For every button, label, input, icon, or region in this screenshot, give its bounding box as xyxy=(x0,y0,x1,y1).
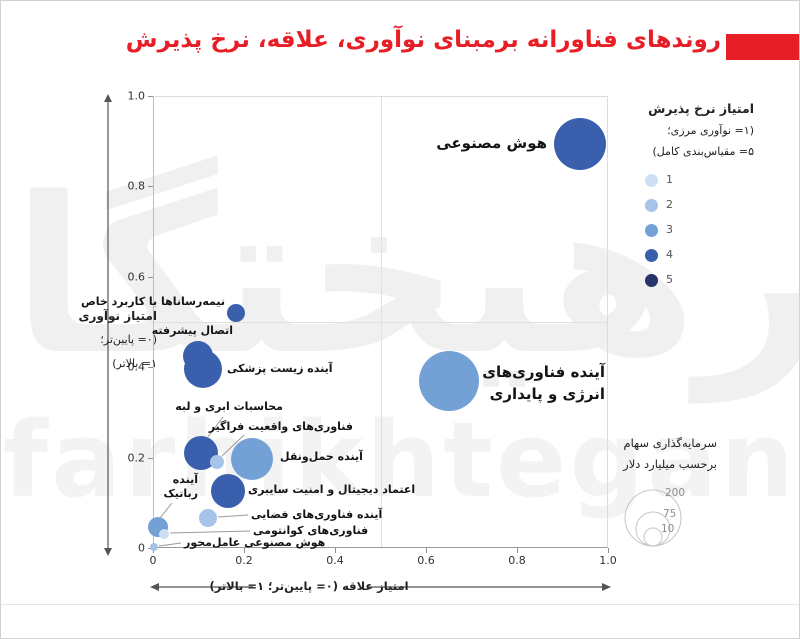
bubble-label-digital-trust-cybersecurity: اعتماد دیجیتال و امنیت سایبری xyxy=(248,483,416,496)
bubble-label-immersive-reality-technologies: فناوری‌های واقعیت فراگیر xyxy=(208,420,353,433)
title-accent-block xyxy=(726,34,799,60)
x-tick-mark xyxy=(244,548,245,553)
adoption-level-value: 2 xyxy=(666,198,673,211)
bubble-future-of-bioengineering xyxy=(184,350,223,388)
bubble-label-future-of-mobility: آینده حمل‌ونقل xyxy=(280,450,363,463)
y-tick-label: 0.6 xyxy=(127,270,146,284)
adoption-level-value: 5 xyxy=(666,273,673,286)
x-tick-mark xyxy=(426,548,427,553)
y-axis-title: امتیاز نوآوری (۰= پایین‌تر؛ ۱= بالاتر) xyxy=(79,304,157,376)
size-legend-value: 10 xyxy=(661,523,675,535)
x-tick-label: 0.8 xyxy=(508,554,526,567)
y-tick-label: 0.8 xyxy=(127,179,146,193)
adoption-level-dot xyxy=(645,199,658,212)
adoption-legend-heading: امتیاز نرخ پذیرش xyxy=(648,101,754,116)
size-legend-circle xyxy=(643,527,663,547)
x-tick-label: 0.2 xyxy=(235,554,253,567)
bubble-future-of-space-technologies xyxy=(199,509,218,528)
y-axis-arrowhead-down xyxy=(104,548,112,556)
bubble-future-of-mobility xyxy=(231,437,274,480)
bubble-agentic-artificial-intelligence xyxy=(149,543,158,552)
size-legend-title-line: برحسب میلیارد دلار xyxy=(623,457,717,471)
bubble-label-future-of-robotics: آینده رباتیک xyxy=(163,473,198,500)
y-tick-mark xyxy=(148,276,153,278)
y-axis-title-line: (۰= پایین‌تر؛ xyxy=(100,333,157,346)
x-tick-mark xyxy=(608,548,609,553)
y-tick-label: 0 xyxy=(138,541,145,555)
adoption-legend-row: 5 xyxy=(645,272,695,292)
bubble-label-cloud-edge-computing: محاسبات ابری و لبه xyxy=(175,400,283,413)
y-tick-mark xyxy=(148,186,153,188)
bubble-quantum-technologies xyxy=(158,528,169,539)
bubble-digital-trust-cybersecurity xyxy=(211,474,246,509)
y-tick-mark xyxy=(148,457,153,459)
adoption-legend-row: 3 xyxy=(645,222,695,242)
bubble-artificial-intelligence xyxy=(553,117,606,170)
quadrant-horizontal-line xyxy=(154,322,607,323)
y-tick-label: 0.2 xyxy=(127,451,146,465)
y-tick-label: 0.4 xyxy=(127,360,146,374)
size-legend-title-line: سرمایه‌گذاری سهام xyxy=(623,436,718,450)
x-tick-mark xyxy=(335,548,336,553)
adoption-legend-row: 2 xyxy=(645,197,695,217)
size-legend-value: 75 xyxy=(663,508,677,520)
size-legend-value: 200 xyxy=(665,487,686,499)
bubble-label-special-purpose-semiconductors: نیمه‌رساناها با کاربرد خاص xyxy=(80,295,225,308)
x-axis-title: امتیاز علاقه (۰= پایین‌تر؛ ۱= بالاتر) xyxy=(209,579,409,593)
bubble-label-agentic-artificial-intelligence: هوش مصنوعی عامل‌محور xyxy=(184,536,326,549)
x-tick-label: 0 xyxy=(149,554,157,567)
bubble-special-purpose-semiconductors xyxy=(226,303,245,322)
bubble-label-future-of-space-technologies: آینده فناوری‌های فضایی xyxy=(251,508,383,521)
bubble-label-future-of-energy-sustainability: آینده فناوری‌های انرژی و پایداری xyxy=(482,363,605,403)
adoption-level-value: 1 xyxy=(666,173,673,186)
adoption-legend-row: 1 xyxy=(645,172,695,192)
adoption-level-value: 3 xyxy=(666,223,673,236)
bubble-label-advanced-connectivity: اتصال پیشرفته xyxy=(151,324,233,337)
x-axis-arrowhead-left xyxy=(150,583,159,591)
size-legend-title: سرمایه‌گذاری سهام برحسب میلیارد دلار xyxy=(623,433,717,475)
adoption-level-dot xyxy=(645,174,658,187)
y-tick-mark xyxy=(148,96,153,97)
plot-area xyxy=(153,96,608,548)
y-axis-arrowhead-up xyxy=(104,94,112,102)
bubble-label-future-of-bioengineering: آینده زیست پزشکی xyxy=(227,362,333,375)
adoption-legend-subtitle: ۵= مقیاس‌بندی کامل) xyxy=(652,145,754,158)
x-tick-mark xyxy=(517,548,518,553)
bubble-immersive-reality-technologies xyxy=(210,455,225,470)
x-tick-label: 1.0 xyxy=(599,554,617,567)
y-tick-label: 1.0 xyxy=(127,89,146,103)
adoption-legend-subtitle: (۱= نوآوری مرزی؛ xyxy=(667,124,754,137)
bubble-label-artificial-intelligence: هوش مصنوعی xyxy=(436,134,547,152)
adoption-level-dot xyxy=(645,224,658,237)
x-tick-label: 0.4 xyxy=(326,554,344,567)
adoption-legend-title: امتیاز نرخ پذیرش (۱= نوآوری مرزی؛ ۵= مقی… xyxy=(648,98,754,162)
page-title: روندهای فناورانه برمبنای نوآوری، علاقه، … xyxy=(125,27,721,53)
bottom-divider xyxy=(1,604,799,605)
y-axis-title-line: ۱= بالاتر) xyxy=(112,357,157,370)
adoption-level-value: 4 xyxy=(666,248,673,261)
x-tick-label: 0.6 xyxy=(417,554,435,567)
y-tick-mark xyxy=(148,367,153,369)
x-axis-arrowhead-right xyxy=(602,583,611,591)
y-axis-title-line: امتیاز نوآوری xyxy=(78,309,157,323)
adoption-legend-row: 4 xyxy=(645,247,695,267)
adoption-level-dot xyxy=(645,249,658,262)
bubble-label-quantum-technologies: فناوری‌های کوانتومی xyxy=(253,524,369,537)
bubble-future-of-energy-sustainability xyxy=(419,351,480,412)
adoption-level-dot xyxy=(645,274,658,287)
